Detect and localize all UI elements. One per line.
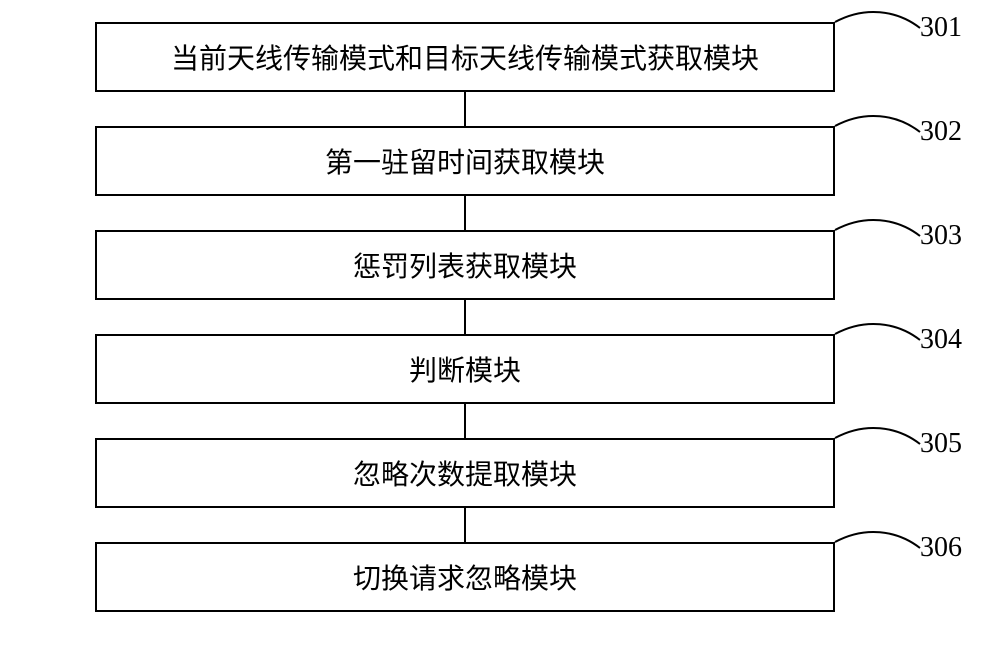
flowchart-diagram: 当前天线传输模式和目标天线传输模式获取模块 301 第一驻留时间获取模块 302 惩罚列… [0, 0, 1000, 668]
flowchart-node-label: 当前天线传输模式和目标天线传输模式获取模块 [171, 37, 759, 77]
flowchart-node-ref: 305 [920, 428, 962, 460]
ref-leader-line [833, 420, 924, 460]
flowchart-connector [464, 404, 466, 438]
flowchart-node-ref: 302 [920, 116, 962, 148]
flowchart-node: 第一驻留时间获取模块 [95, 126, 835, 196]
flowchart-connector [464, 508, 466, 542]
flowchart-connector [464, 300, 466, 334]
ref-leader-line [833, 4, 924, 44]
ref-leader-line [833, 524, 924, 564]
ref-leader-line [833, 316, 924, 356]
flowchart-connector [464, 196, 466, 230]
flowchart-connector [464, 92, 466, 126]
flowchart-node-label: 切换请求忽略模块 [353, 557, 577, 597]
flowchart-node: 忽略次数提取模块 [95, 438, 835, 508]
flowchart-node-label: 惩罚列表获取模块 [353, 245, 577, 285]
flowchart-node: 当前天线传输模式和目标天线传输模式获取模块 [95, 22, 835, 92]
ref-leader-line [833, 108, 924, 148]
flowchart-node: 判断模块 [95, 334, 835, 404]
ref-leader-line [833, 212, 924, 252]
flowchart-node-ref: 304 [920, 324, 962, 356]
flowchart-node-label: 忽略次数提取模块 [353, 453, 577, 493]
flowchart-node-label: 第一驻留时间获取模块 [325, 141, 605, 181]
flowchart-node-label: 判断模块 [409, 349, 521, 389]
flowchart-node: 惩罚列表获取模块 [95, 230, 835, 300]
flowchart-node-ref: 306 [920, 532, 962, 564]
flowchart-node-ref: 301 [920, 12, 962, 44]
flowchart-node-ref: 303 [920, 220, 962, 252]
flowchart-node: 切换请求忽略模块 [95, 542, 835, 612]
